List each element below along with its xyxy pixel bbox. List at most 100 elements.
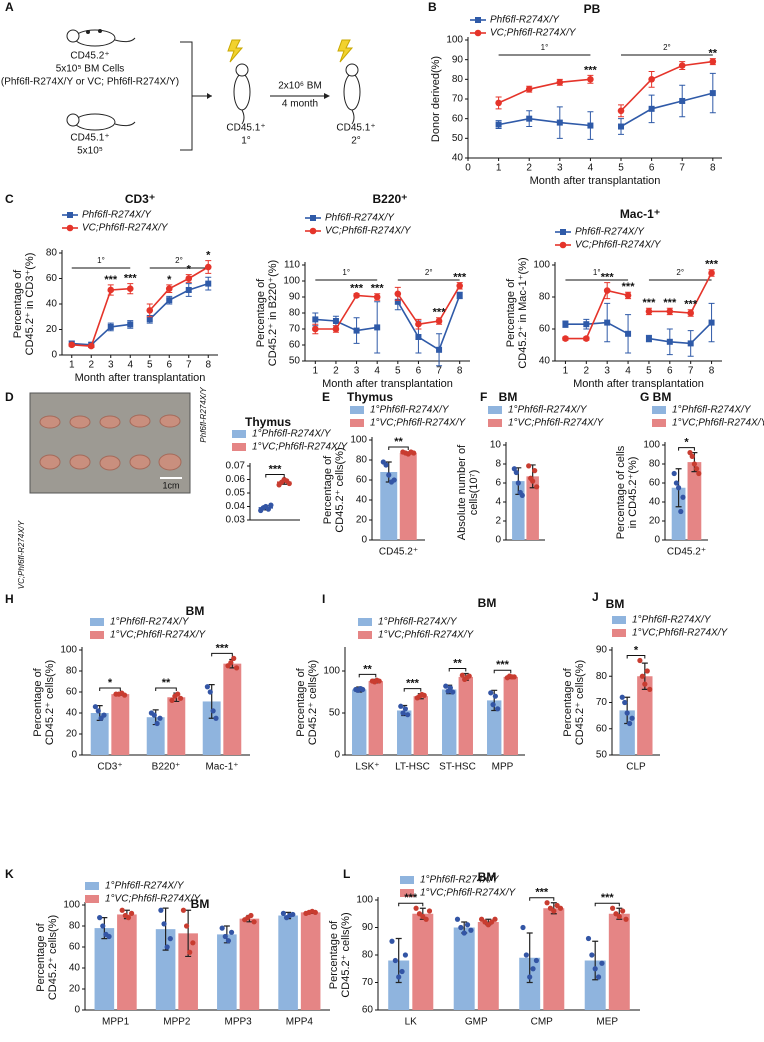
marker (708, 269, 715, 277)
data-point (671, 470, 677, 477)
data-point (100, 923, 106, 929)
y-tick-label: 4 (495, 497, 501, 508)
data-point (225, 938, 232, 944)
data-point (312, 909, 318, 915)
panel-letter: D (5, 390, 14, 404)
data-point (204, 684, 210, 690)
bar (503, 676, 518, 755)
legend-label: 1°VC;Phf6fl-R274X/Y (508, 418, 604, 429)
x-tick-label: 2 (526, 163, 532, 174)
significance: *** (124, 273, 138, 285)
data-point (405, 712, 411, 718)
bar (608, 913, 630, 1010)
y-axis-label: CD45.2⁺ in B220⁺(%) (267, 260, 279, 366)
significance-bracket (398, 902, 424, 907)
legend-label: Phf6fl-R274X/Y (490, 15, 560, 26)
data-point (639, 673, 645, 679)
marker (185, 275, 193, 282)
y-tick-label: 70 (289, 324, 301, 335)
x-tick-label: 3 (557, 163, 563, 174)
data-point (421, 692, 427, 698)
transfer-text: 2x10⁶ BM (278, 81, 322, 92)
marker (415, 320, 422, 328)
legend-marker (66, 224, 74, 232)
data-point (513, 469, 519, 476)
data-point (392, 957, 398, 964)
data-point (234, 665, 240, 671)
series-line (498, 92, 713, 128)
y-tick-label: 6 (495, 478, 501, 489)
legend-label: VC;Phf6fl-R274X/Y (82, 223, 169, 234)
data-point (402, 706, 408, 712)
data-point (589, 952, 595, 958)
marker (146, 316, 153, 323)
significance: *** (433, 307, 447, 319)
marker (312, 316, 319, 323)
bar (399, 453, 417, 540)
scale-label: 1cm (162, 480, 179, 490)
data-point (515, 480, 521, 486)
data-point (222, 933, 228, 940)
marker (603, 287, 611, 294)
significance-bracket (265, 474, 285, 478)
data-point (523, 952, 529, 958)
legend-label: 1°VC;Phf6fl-R274X/Y (252, 442, 348, 453)
legend-label: 1°Phf6fl-R274X/Y (632, 615, 712, 626)
x-tick-label: GMP (465, 1017, 488, 1028)
significance: ** (709, 48, 718, 60)
donor-text: CD45.2⁺ (70, 51, 109, 62)
bar (155, 929, 176, 1010)
y-tick-label: 100 (533, 260, 550, 271)
legend-marker (475, 17, 481, 23)
y-tick-label: 100 (643, 440, 660, 451)
legend-swatch (358, 631, 372, 639)
data-point (532, 468, 538, 474)
significance: *** (584, 64, 598, 76)
bar (519, 957, 541, 1010)
legend-label: VC;Phf6fl-R274X/Y (325, 226, 412, 237)
y-tick-label: 0 (51, 350, 57, 361)
x-tick-label: LT-HSC (395, 762, 430, 773)
bar (111, 694, 130, 755)
x-tick-label: 5 (646, 366, 652, 377)
panel-letter: H (5, 592, 14, 606)
y-tick-label: 0.06 (226, 474, 246, 485)
bar (167, 697, 186, 755)
chart-title: BM (653, 390, 672, 404)
bar (687, 462, 702, 540)
competitor-text: 5x10⁵ (77, 146, 103, 157)
marker (708, 319, 715, 326)
y-tick-label: 50 (452, 133, 464, 144)
data-point (280, 910, 287, 917)
data-point (411, 450, 417, 456)
y-tick-label: 70 (452, 94, 464, 105)
marker (525, 85, 533, 93)
y-tick-label: 60 (66, 687, 78, 698)
data-point (187, 949, 193, 955)
data-point (268, 502, 274, 508)
marker (587, 76, 594, 83)
error-bar (162, 907, 169, 951)
x-tick-label: LSK⁺ (355, 762, 379, 773)
marker (332, 318, 339, 324)
legend-swatch (232, 443, 246, 451)
legend-swatch (350, 419, 364, 427)
data-point (620, 908, 626, 914)
x-tick-label: 7 (436, 366, 442, 377)
marker (645, 308, 653, 315)
data-point (461, 930, 467, 936)
y-tick-label: 60 (289, 340, 301, 351)
marker (373, 293, 381, 301)
y-tick-label: 50 (329, 708, 341, 719)
data-point (694, 466, 700, 472)
bar (90, 713, 109, 755)
data-point (609, 905, 616, 911)
y-tick-label: 60 (649, 478, 661, 489)
legend-label: Phf6fl-R274X/Y (575, 227, 645, 238)
error-bar (592, 940, 599, 981)
data-point (619, 694, 625, 700)
y-tick-label: 70 (362, 977, 374, 988)
marker (617, 107, 625, 115)
y-axis-label: CD45.2⁺ cells(%) (44, 660, 56, 745)
chart-title: BM (606, 597, 625, 611)
